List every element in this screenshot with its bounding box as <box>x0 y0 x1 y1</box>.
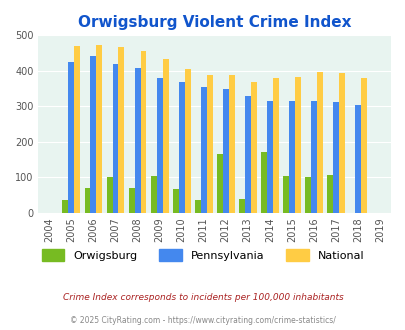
Bar <box>272 78 278 213</box>
Bar <box>90 56 96 213</box>
Bar <box>162 59 168 213</box>
Bar <box>244 96 250 213</box>
Bar <box>112 64 118 213</box>
Bar <box>216 154 222 213</box>
Bar <box>206 75 212 213</box>
Text: Crime Index corresponds to incidents per 100,000 inhabitants: Crime Index corresponds to incidents per… <box>62 292 343 302</box>
Bar <box>360 78 366 213</box>
Bar <box>150 176 156 213</box>
Title: Orwigsburg Violent Crime Index: Orwigsburg Violent Crime Index <box>78 15 351 30</box>
Bar <box>282 176 288 213</box>
Legend: Orwigsburg, Pennsylvania, National: Orwigsburg, Pennsylvania, National <box>37 245 368 265</box>
Bar <box>172 189 178 213</box>
Bar <box>96 45 102 213</box>
Bar <box>316 72 322 213</box>
Text: © 2025 CityRating.com - https://www.cityrating.com/crime-statistics/: © 2025 CityRating.com - https://www.city… <box>70 315 335 325</box>
Bar <box>294 77 300 213</box>
Bar <box>128 188 134 213</box>
Bar <box>222 89 228 213</box>
Bar <box>250 82 256 213</box>
Bar <box>194 200 200 213</box>
Bar <box>338 73 344 213</box>
Bar <box>62 200 68 213</box>
Bar <box>74 46 80 213</box>
Bar <box>238 199 244 213</box>
Bar <box>68 62 74 213</box>
Bar <box>332 102 338 213</box>
Bar <box>288 101 294 213</box>
Bar <box>140 51 146 213</box>
Bar <box>106 177 112 213</box>
Bar <box>354 105 360 213</box>
Bar <box>178 82 184 213</box>
Bar <box>184 69 190 213</box>
Bar <box>156 78 162 213</box>
Bar <box>134 68 140 213</box>
Bar <box>118 47 124 213</box>
Bar <box>310 101 316 213</box>
Bar <box>326 175 332 213</box>
Bar <box>200 87 206 213</box>
Bar <box>84 188 90 213</box>
Bar <box>228 75 234 213</box>
Bar <box>260 152 266 213</box>
Bar <box>304 177 310 213</box>
Bar <box>266 101 272 213</box>
